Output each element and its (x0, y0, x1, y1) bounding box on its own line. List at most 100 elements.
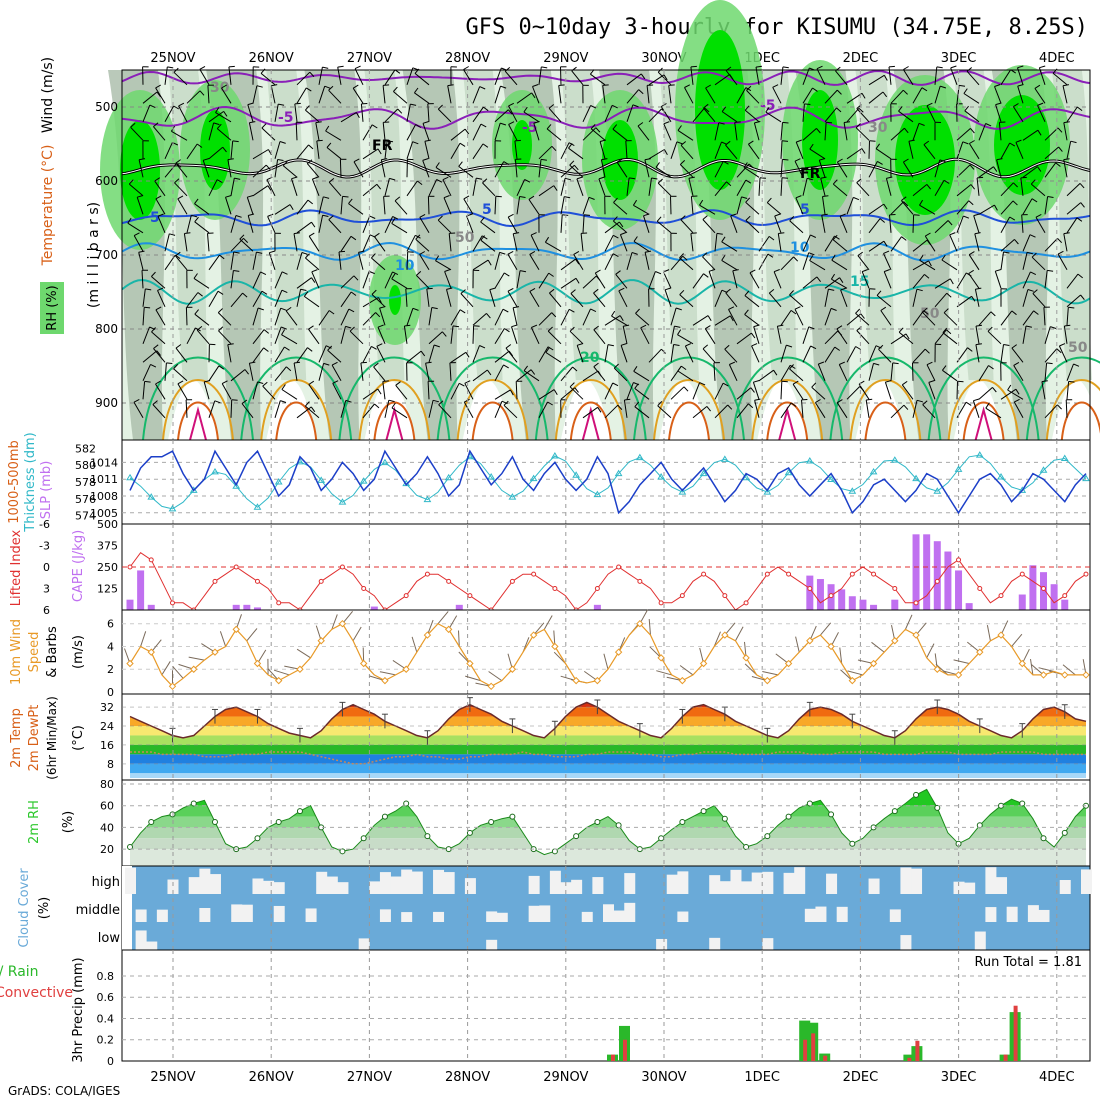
rh-tick: 40 (100, 821, 114, 834)
wind-barb-flag (388, 399, 395, 403)
wind-barb (880, 310, 892, 326)
wind10-barb (966, 641, 981, 653)
rh2m-point (509, 813, 516, 820)
wind-barb-flag (281, 271, 288, 275)
cape-bar (838, 589, 846, 610)
wind10-barb (986, 625, 991, 641)
wind-barb-flag (866, 398, 873, 401)
dewpoint-line (130, 751, 1086, 765)
cloud-label-b: (%) (37, 897, 52, 920)
wind10-barb (533, 622, 545, 636)
slp (129, 449, 1087, 515)
wind-barb-flag (375, 312, 381, 318)
wind-barb-flag (155, 84, 162, 89)
wind-barb (241, 403, 254, 419)
wind-barb-flag (528, 195, 535, 200)
wind-barb-flag (977, 176, 984, 179)
wind-barb (626, 252, 633, 270)
wind-barb (912, 348, 926, 363)
wind-barb (157, 216, 166, 233)
wind-barb-flag (612, 234, 619, 239)
wind-barb (956, 215, 964, 233)
temp2m-line (129, 701, 1087, 739)
wind-barb-flag (194, 198, 199, 204)
wind-barb (208, 400, 216, 418)
wind-barb-flag (569, 160, 575, 166)
wind-barb-flag (128, 179, 134, 185)
wind-barb-flag (601, 158, 608, 161)
wind-barb-flag (792, 380, 799, 385)
wind-barb-flag (358, 250, 365, 253)
wind-barb (142, 381, 146, 400)
wind-barb (186, 143, 198, 160)
cape-bar (253, 607, 261, 610)
wind10-barb (296, 648, 311, 659)
lifted-index-point (467, 593, 473, 599)
wind-barb-flag (724, 344, 730, 350)
wind-barb (318, 86, 326, 104)
wind-barb-flag (1027, 289, 1034, 292)
wind-barb (619, 234, 628, 252)
thickness-point (189, 486, 198, 493)
lifted-index-point (871, 571, 877, 577)
rh2m-point (594, 819, 601, 825)
wind-barb-flag (624, 398, 631, 401)
isotherm-25 (162, 379, 234, 441)
wind-barb-flag (751, 343, 758, 347)
thickness-point (635, 453, 644, 461)
wind-barb (316, 140, 320, 159)
wind-barb (923, 144, 936, 160)
wind-barb (472, 106, 484, 123)
wind-barb-flag (551, 145, 557, 152)
wind-barb (427, 103, 430, 122)
wind-barb (1000, 388, 1017, 400)
wind-barb (442, 179, 452, 197)
wind-barb (861, 271, 870, 289)
wind-barb-flag (840, 287, 847, 291)
wind-barb (1000, 310, 1013, 326)
wind-barb (1041, 381, 1046, 400)
cloud-cell (762, 938, 774, 950)
wind-barb (902, 69, 914, 86)
wind-barb-flag (391, 218, 396, 224)
wind-barb-flag (633, 236, 638, 242)
temp-band (130, 763, 1086, 774)
wind-barb (354, 68, 364, 86)
wind-barb (1000, 239, 1015, 252)
thickness-point (912, 474, 920, 482)
isotherm-35 (778, 406, 797, 441)
lifted-index-point (892, 586, 898, 591)
wind-barb (613, 367, 628, 382)
slp-tick: 1014 (90, 456, 118, 469)
wind-barb (384, 400, 390, 418)
wind-barb-flag (619, 315, 624, 322)
wind-barb-flag (781, 177, 789, 179)
wind-barb (668, 85, 672, 104)
wind-barb (765, 111, 782, 123)
wind-barb (208, 146, 224, 160)
run-total-label: Run Total = 1.81 (974, 955, 1082, 970)
wind10-barb (584, 670, 598, 682)
thickness-point (997, 472, 1005, 480)
thickness-point (1018, 486, 1027, 493)
wind-barb-flag (139, 158, 146, 161)
wind-barb (780, 159, 783, 178)
wind-barb (912, 184, 928, 197)
wind-barb-flag (1003, 251, 1010, 254)
panel-frame (121, 439, 1091, 525)
wind-barb (1035, 216, 1046, 234)
wind-barb (780, 122, 783, 141)
wind-barb (274, 204, 291, 215)
wind-barb-flag (598, 176, 605, 180)
wind-barb (824, 308, 832, 326)
cape-bar (848, 596, 856, 610)
wind-barb-flag (464, 128, 470, 135)
wind-barb-flag (573, 250, 580, 255)
wind-barb-flag (611, 104, 618, 109)
wind-barb (802, 178, 808, 196)
wind-barb-flag (463, 195, 470, 200)
wind-barb-flag (495, 195, 502, 198)
wind-barb-flag (444, 269, 451, 272)
wind-barb-flag (744, 290, 750, 296)
